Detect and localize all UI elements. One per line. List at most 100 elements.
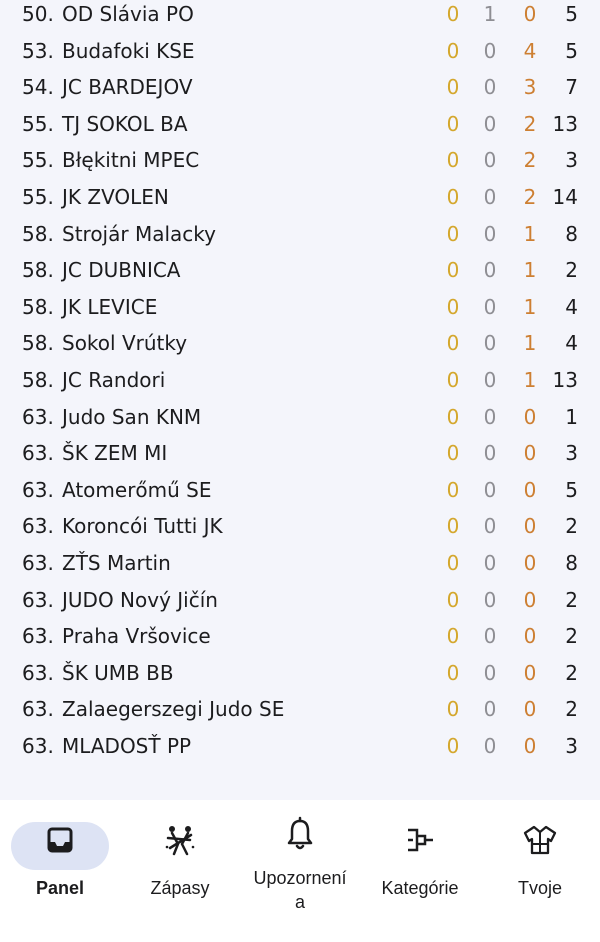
- gold-count: 0: [446, 294, 460, 319]
- club-name: JC BARDEJOV: [62, 75, 193, 100]
- gold-count: 0: [446, 734, 460, 758]
- silver-count: 0: [483, 185, 497, 209]
- total-count: 5: [565, 2, 578, 26]
- rank-label: 55.: [22, 185, 54, 209]
- bronze-count: 0: [523, 404, 537, 429]
- total-count: 2: [565, 514, 578, 539]
- rank-label: 63.: [22, 441, 54, 466]
- club-medal-standings-list: 50. OD Slávia PO 0 1 0 5 53. Budafoki KSE 0 0 4 5 54…: [0, 0, 600, 765]
- standings-row[interactable]: 63. Zalaegerszegi Judo SE 0 0 0 2: [0, 691, 600, 728]
- tab-tvoje[interactable]: Tvoje: [480, 800, 600, 942]
- gold-count: 0: [446, 331, 460, 356]
- total-count: 2: [565, 624, 578, 649]
- total-count: 8: [565, 221, 578, 246]
- rank-label: 58.: [22, 294, 54, 319]
- silver-count: 0: [483, 38, 497, 63]
- standings-row[interactable]: 58. Sokol Vrútky 0 0 1 4: [0, 325, 600, 362]
- club-name: Praha Vršovice: [62, 624, 211, 649]
- standings-row[interactable]: 63. ŠK ZEM MI 0 0 0 3: [0, 435, 600, 472]
- tab-upozornenia[interactable]: Upozornení a: [240, 800, 360, 942]
- standings-row[interactable]: 63. ZŤS Martin 0 0 0 8: [0, 545, 600, 582]
- total-count: 1: [565, 404, 578, 429]
- standings-row[interactable]: 58. Strojár Malacky 0 0 1 8: [0, 216, 600, 253]
- total-count: 2: [565, 587, 578, 612]
- silver-count: 0: [483, 477, 497, 502]
- bottom-tab-bar: Panel Zápasy Upozornení: [0, 800, 600, 942]
- club-name: Sokol Vrútky: [62, 331, 188, 356]
- club-name: JK ZVOLEN: [62, 185, 169, 209]
- total-count: 13: [552, 111, 578, 136]
- standings-row[interactable]: 55. TJ SOKOL BA 0 0 2 13: [0, 106, 600, 143]
- tab-tvoje-label: Tvoje: [517, 878, 562, 898]
- bronze-count: 2: [523, 185, 537, 209]
- standings-row[interactable]: 63. JUDO Nový Jičín 0 0 0 2: [0, 582, 600, 619]
- club-name: JC Randori: [62, 368, 166, 392]
- gold-count: 0: [446, 221, 460, 246]
- total-count: 8: [565, 551, 578, 575]
- bronze-count: 0: [523, 660, 537, 685]
- silver-count: 0: [483, 331, 497, 356]
- rank-label: 63.: [22, 404, 54, 429]
- bronze-count: 0: [523, 477, 537, 502]
- total-count: 4: [565, 294, 578, 319]
- silver-count: 0: [483, 294, 497, 319]
- club-name: OD Slávia PO: [62, 2, 194, 26]
- standings-row[interactable]: 55. JK ZVOLEN 0 0 2 14: [0, 179, 600, 216]
- tab-kategorie-label: Kategórie: [381, 878, 459, 898]
- inbox-icon: [40, 820, 80, 860]
- tab-upozornenia-label-line2: a: [294, 892, 305, 912]
- total-count: 2: [565, 258, 578, 283]
- standings-row[interactable]: 63. Atomerőmű SE 0 0 0 5: [0, 472, 600, 509]
- total-count: 3: [565, 734, 578, 758]
- bronze-count: 4: [523, 38, 537, 63]
- standings-row[interactable]: 63. ŠK UMB BB 0 0 0 2: [0, 655, 600, 692]
- bell-icon: [280, 814, 320, 854]
- rank-label: 55.: [22, 148, 54, 173]
- standings-row[interactable]: 53. Budafoki KSE 0 0 4 5: [0, 33, 600, 70]
- rank-label: 55.: [22, 111, 54, 136]
- gold-count: 0: [446, 477, 460, 502]
- rank-label: 63.: [22, 734, 54, 758]
- judo-match-icon: [160, 820, 200, 860]
- rank-label: 54.: [22, 75, 54, 100]
- bronze-count: 3: [523, 75, 537, 100]
- rank-label: 50.: [22, 2, 54, 26]
- club-name: MLADOSŤ PP: [62, 734, 192, 758]
- total-count: 3: [565, 441, 578, 466]
- standings-row[interactable]: 58. JC DUBNICA 0 0 1 2: [0, 252, 600, 289]
- standings-row[interactable]: 58. JC Randori 0 0 1 13: [0, 362, 600, 399]
- tab-panel[interactable]: Panel: [0, 800, 120, 942]
- total-count: 14: [552, 185, 578, 209]
- silver-count: 0: [483, 368, 497, 392]
- silver-count: 0: [483, 734, 497, 758]
- standings-row[interactable]: 63. Judo San KNM 0 0 0 1: [0, 399, 600, 436]
- gold-count: 0: [446, 441, 460, 466]
- bronze-count: 0: [523, 624, 537, 649]
- club-name: Strojár Malacky: [62, 221, 216, 246]
- gold-count: 0: [446, 514, 460, 539]
- bronze-count: 1: [523, 221, 537, 246]
- standings-row[interactable]: 63. Koroncói Tutti JK 0 0 0 2: [0, 508, 600, 545]
- bronze-count: 0: [523, 587, 537, 612]
- tab-zapasy[interactable]: Zápasy: [120, 800, 240, 942]
- club-name: Koroncói Tutti JK: [62, 514, 223, 539]
- bronze-count: 2: [523, 148, 537, 173]
- tab-kategorie[interactable]: Kategórie: [360, 800, 480, 942]
- rank-label: 63.: [22, 551, 54, 575]
- club-name: ZŤS Martin: [62, 551, 171, 575]
- total-count: 5: [565, 38, 578, 63]
- gold-count: 0: [446, 697, 460, 722]
- bronze-count: 1: [523, 368, 537, 392]
- standings-row[interactable]: 58. JK LEVICE 0 0 1 4: [0, 289, 600, 326]
- standings-row[interactable]: 54. JC BARDEJOV 0 0 3 7: [0, 69, 600, 106]
- standings-row[interactable]: 63. Praha Vršovice 0 0 0 2: [0, 618, 600, 655]
- standings-row[interactable]: 63. MLADOSŤ PP 0 0 0 3: [0, 728, 600, 765]
- silver-count: 0: [483, 258, 497, 283]
- bronze-count: 1: [523, 294, 537, 319]
- standings-row[interactable]: 55. Błękitni MPEC 0 0 2 3: [0, 142, 600, 179]
- standings-row[interactable]: 50. OD Slávia PO 0 1 0 5: [0, 0, 600, 33]
- rank-label: 63.: [22, 624, 54, 649]
- gold-count: 0: [446, 75, 460, 100]
- silver-count: 1: [483, 2, 497, 26]
- silver-count: 0: [483, 551, 497, 575]
